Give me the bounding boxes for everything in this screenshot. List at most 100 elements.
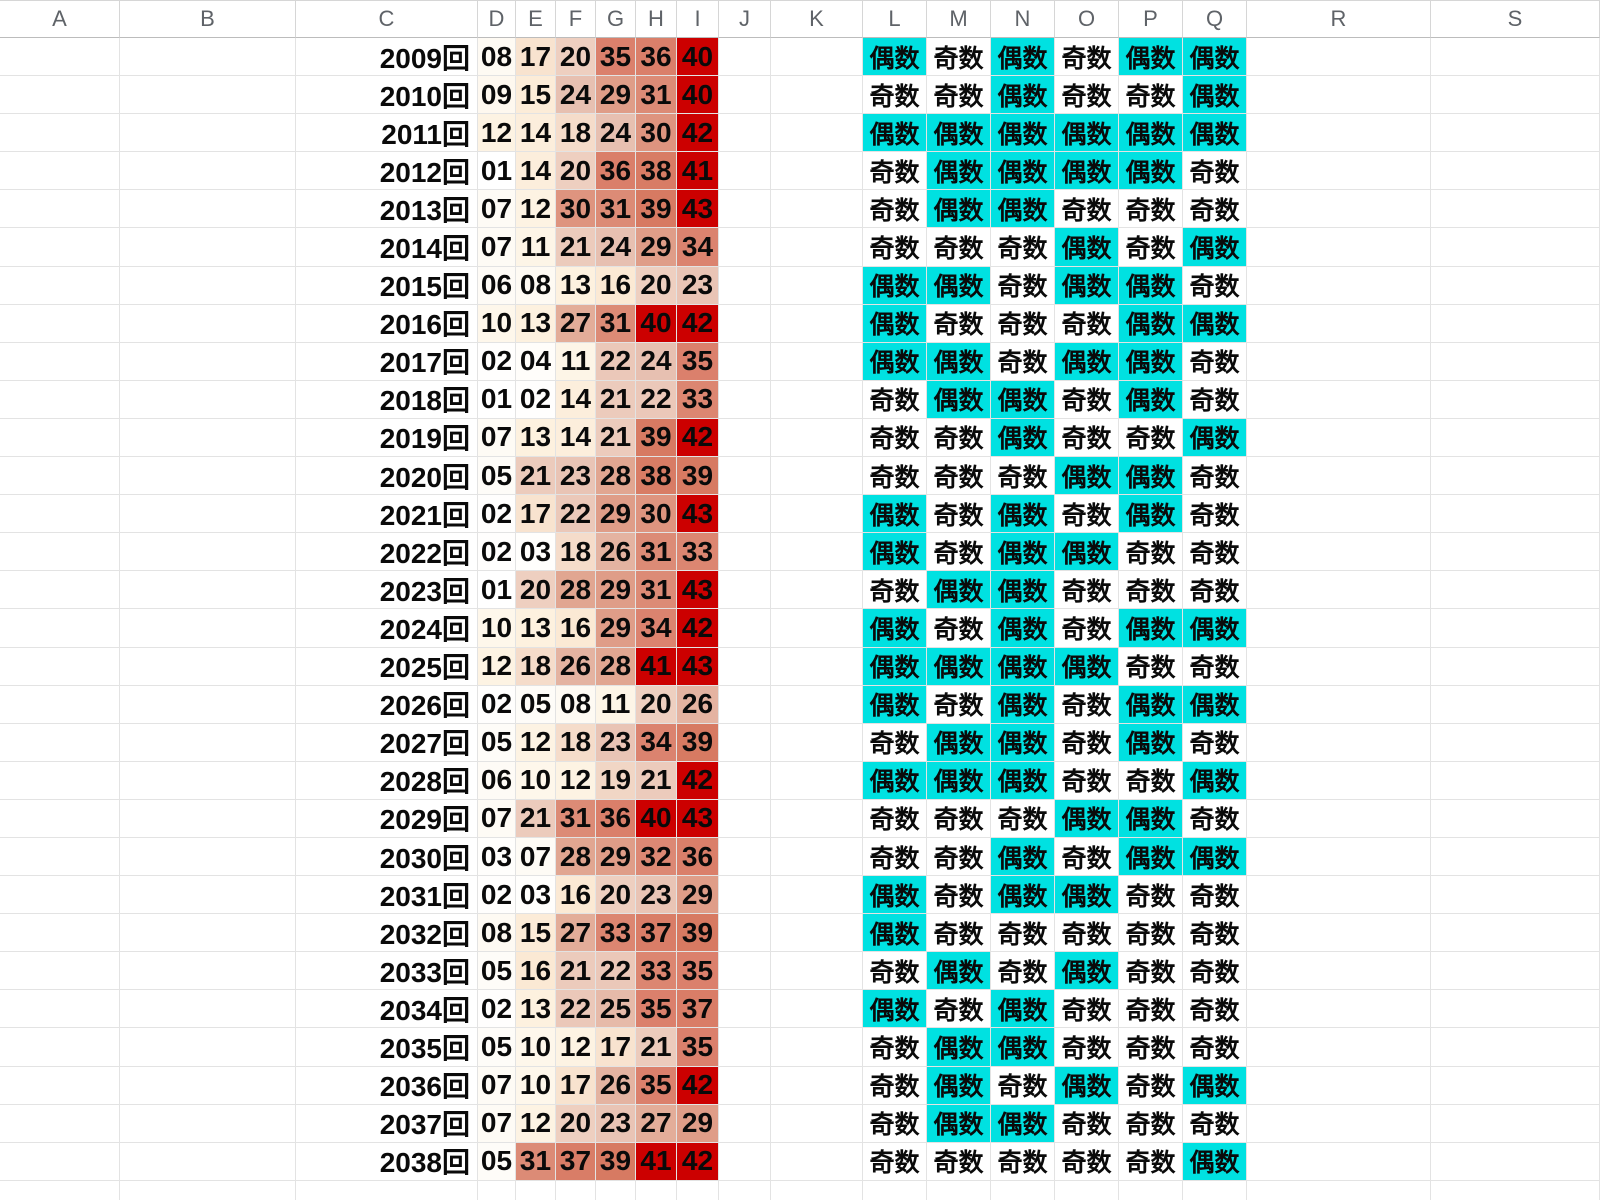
cell-number-F-2020[interactable]: 23 — [556, 457, 596, 496]
cell-parity-N-2032[interactable]: 奇数 — [991, 914, 1055, 953]
cell-parity-Q-2030[interactable]: 偶数 — [1183, 837, 1247, 877]
cell-number-E-2009[interactable]: 17 — [516, 38, 556, 77]
cell-parity-Q-2019[interactable]: 偶数 — [1183, 418, 1247, 458]
cell-B-2031[interactable] — [120, 876, 296, 915]
cell-S-2030[interactable] — [1431, 837, 1600, 877]
cell-year-2038[interactable]: 2038回 — [296, 1142, 478, 1181]
cell-number-G-2018[interactable]: 21 — [596, 380, 636, 419]
cell-number-D-2009[interactable]: 08 — [478, 38, 516, 77]
cell-number-E-2033[interactable]: 16 — [516, 952, 556, 991]
cell-S-2033[interactable] — [1431, 952, 1600, 991]
cell-parity-P-2019[interactable]: 奇数 — [1119, 418, 1183, 458]
cell-J-2036[interactable] — [719, 1066, 771, 1105]
cell-year-2029[interactable]: 2029回 — [296, 799, 478, 838]
cell-B-2038[interactable] — [120, 1142, 296, 1181]
cell-number-E-2037[interactable]: 12 — [516, 1104, 556, 1143]
cell-parity-M-2009[interactable]: 奇数 — [927, 38, 991, 77]
column-header-D[interactable]: D — [478, 0, 516, 38]
cell-parity-O-2030[interactable]: 奇数 — [1055, 837, 1119, 877]
cell-number-H-2012[interactable]: 38 — [636, 152, 677, 191]
cell-parity-N-2030[interactable]: 偶数 — [991, 837, 1055, 877]
cell-number-I-2021[interactable]: 43 — [677, 495, 719, 534]
cell-number-E-2019[interactable]: 13 — [516, 418, 556, 458]
cell-parity-O-2015[interactable]: 偶数 — [1055, 266, 1119, 305]
cell-I-filler[interactable] — [677, 1180, 719, 1200]
cell-number-E-2026[interactable]: 05 — [516, 685, 556, 724]
cell-number-I-2032[interactable]: 39 — [677, 914, 719, 953]
column-header-O[interactable]: O — [1055, 0, 1119, 38]
cell-number-E-2028[interactable]: 10 — [516, 761, 556, 800]
cell-B-2024[interactable] — [120, 609, 296, 648]
cell-number-F-2012[interactable]: 20 — [556, 152, 596, 191]
cell-number-I-2013[interactable]: 43 — [677, 190, 719, 229]
cell-number-I-2012[interactable]: 41 — [677, 152, 719, 191]
cell-number-F-2011[interactable]: 18 — [556, 114, 596, 153]
cell-R-2026[interactable] — [1247, 685, 1431, 724]
cell-A-2034[interactable] — [0, 990, 120, 1029]
cell-parity-M-2037[interactable]: 偶数 — [927, 1104, 991, 1143]
cell-B-2037[interactable] — [120, 1104, 296, 1143]
cell-parity-Q-2020[interactable]: 奇数 — [1183, 457, 1247, 496]
cell-number-D-2013[interactable]: 07 — [478, 190, 516, 229]
cell-parity-N-2017[interactable]: 奇数 — [991, 342, 1055, 381]
cell-parity-M-2011[interactable]: 偶数 — [927, 114, 991, 153]
cell-parity-O-2026[interactable]: 奇数 — [1055, 685, 1119, 724]
cell-R-2023[interactable] — [1247, 571, 1431, 610]
cell-B-2017[interactable] — [120, 342, 296, 381]
cell-K-2029[interactable] — [771, 799, 863, 838]
cell-number-D-2021[interactable]: 02 — [478, 495, 516, 534]
cell-parity-N-2022[interactable]: 偶数 — [991, 533, 1055, 572]
cell-parity-Q-2012[interactable]: 奇数 — [1183, 152, 1247, 191]
cell-number-F-2019[interactable]: 14 — [556, 418, 596, 458]
cell-number-D-2037[interactable]: 07 — [478, 1104, 516, 1143]
cell-S-2029[interactable] — [1431, 799, 1600, 838]
cell-B-2015[interactable] — [120, 266, 296, 305]
cell-number-I-2010[interactable]: 40 — [677, 76, 719, 115]
cell-parity-O-2021[interactable]: 奇数 — [1055, 495, 1119, 534]
cell-K-2024[interactable] — [771, 609, 863, 648]
cell-number-G-2037[interactable]: 23 — [596, 1104, 636, 1143]
cell-number-I-2035[interactable]: 35 — [677, 1028, 719, 1067]
cell-number-F-2010[interactable]: 24 — [556, 76, 596, 115]
cell-R-2024[interactable] — [1247, 609, 1431, 648]
cell-number-H-2031[interactable]: 23 — [636, 876, 677, 915]
cell-J-2025[interactable] — [719, 647, 771, 686]
cell-year-2019[interactable]: 2019回 — [296, 418, 478, 458]
cell-H-filler[interactable] — [636, 1180, 677, 1200]
cell-A-2024[interactable] — [0, 609, 120, 648]
cell-parity-P-2030[interactable]: 偶数 — [1119, 837, 1183, 877]
cell-number-G-2014[interactable]: 24 — [596, 228, 636, 267]
cell-number-G-2032[interactable]: 33 — [596, 914, 636, 953]
cell-number-E-2034[interactable]: 13 — [516, 990, 556, 1029]
cell-number-G-2011[interactable]: 24 — [596, 114, 636, 153]
cell-parity-P-2023[interactable]: 奇数 — [1119, 571, 1183, 610]
cell-number-E-2027[interactable]: 12 — [516, 723, 556, 762]
cell-S-2031[interactable] — [1431, 876, 1600, 915]
cell-K-2025[interactable] — [771, 647, 863, 686]
cell-number-H-2033[interactable]: 33 — [636, 952, 677, 991]
cell-A-2022[interactable] — [0, 533, 120, 572]
cell-parity-O-2018[interactable]: 奇数 — [1055, 380, 1119, 419]
cell-number-D-2024[interactable]: 10 — [478, 609, 516, 648]
cell-B-2011[interactable] — [120, 114, 296, 153]
cell-number-H-2034[interactable]: 35 — [636, 990, 677, 1029]
cell-parity-L-2028[interactable]: 偶数 — [863, 761, 927, 800]
cell-year-2010[interactable]: 2010回 — [296, 76, 478, 115]
cell-parity-O-2010[interactable]: 奇数 — [1055, 76, 1119, 115]
cell-K-2011[interactable] — [771, 114, 863, 153]
cell-B-2025[interactable] — [120, 647, 296, 686]
cell-K-2018[interactable] — [771, 380, 863, 419]
cell-parity-P-2035[interactable]: 奇数 — [1119, 1028, 1183, 1067]
cell-number-H-2016[interactable]: 40 — [636, 304, 677, 343]
cell-year-2022[interactable]: 2022回 — [296, 533, 478, 572]
cell-parity-L-2034[interactable]: 偶数 — [863, 990, 927, 1029]
cell-B-filler[interactable] — [120, 1180, 296, 1200]
cell-number-D-2030[interactable]: 03 — [478, 837, 516, 877]
cell-number-I-2036[interactable]: 42 — [677, 1066, 719, 1105]
cell-A-2021[interactable] — [0, 495, 120, 534]
cell-parity-Q-2023[interactable]: 奇数 — [1183, 571, 1247, 610]
cell-K-2019[interactable] — [771, 418, 863, 458]
cell-number-D-2035[interactable]: 05 — [478, 1028, 516, 1067]
cell-number-D-2027[interactable]: 05 — [478, 723, 516, 762]
cell-parity-M-2027[interactable]: 偶数 — [927, 723, 991, 762]
